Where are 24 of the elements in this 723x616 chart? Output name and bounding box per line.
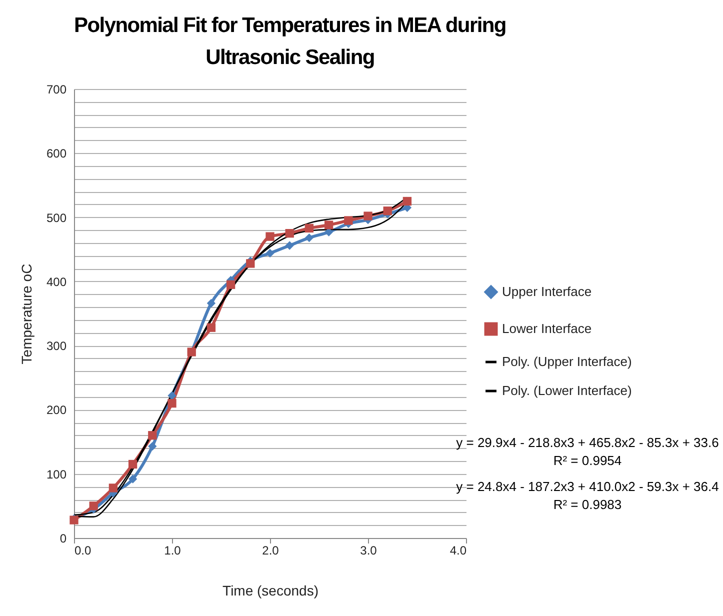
y-tick-label: 100 — [46, 467, 67, 482]
x-tick-label: 0.0 — [74, 544, 92, 558]
y-tick-label: 200 — [46, 403, 67, 418]
legend-label: Poly. (Upper Interface) — [502, 354, 632, 369]
y-axis-title: Temperature oC — [18, 264, 34, 364]
x-tick-label: 4.0 — [450, 544, 467, 558]
y-tick-label: 0 — [60, 532, 67, 546]
text: R² = 0.9954 — [552, 453, 623, 468]
legend-label: Upper Interface — [502, 284, 592, 299]
y-tick-label: 400 — [46, 274, 67, 289]
x-tick-label: 1.0 — [164, 544, 182, 558]
y-tick-label: 700 — [46, 82, 67, 96]
x-axis-title: Time (seconds) — [222, 582, 318, 598]
chart-title: Polynomial Fit for Temperatures in MEA during Ultrasonic Sealing — [73, 13, 507, 71]
y-tick-label: 600 — [46, 146, 67, 161]
annotation: y = 24.8x4 - 187.2x3 + 410.0x2 - 59.3x + 36.4 — [455, 479, 720, 494]
legend-label: Poly. (Lower Interface) — [502, 383, 632, 398]
x-tick-label: 3.0 — [360, 544, 378, 558]
annotation: y = 29.9x4 - 218.8x3 + 465.8x2 - 85.3x + 33.6 — [455, 435, 720, 450]
y-tick-label: 300 — [46, 339, 67, 354]
x-tick-label: 2.0 — [262, 544, 280, 558]
text: R² = 0.9983 — [552, 497, 623, 512]
legend-label: Lower Interface — [502, 321, 592, 336]
y-tick-label: 500 — [46, 210, 67, 225]
